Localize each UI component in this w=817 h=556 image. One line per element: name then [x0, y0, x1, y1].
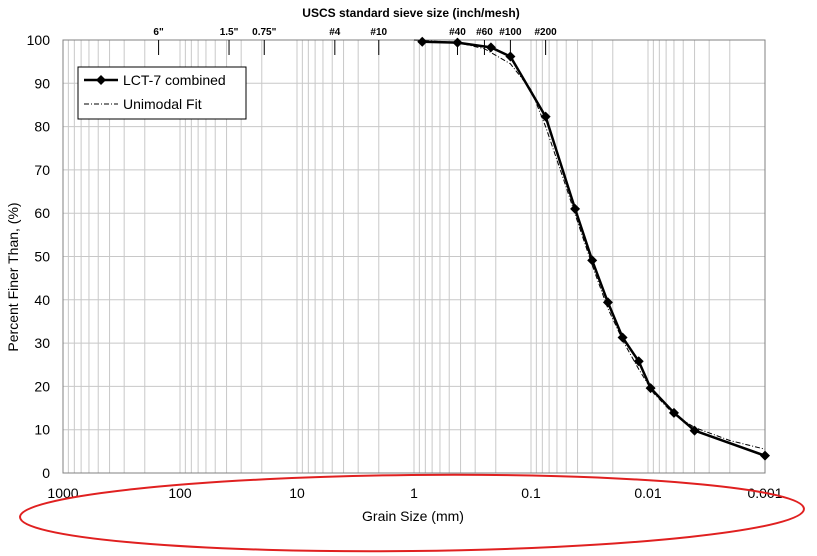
x-axis-title: Grain Size (mm) [362, 508, 464, 524]
x-axis-ticks: 1000 100 10 1 0.1 0.01 0.001 [47, 485, 782, 501]
data-point-marker [760, 450, 770, 461]
data-point-marker [602, 297, 613, 308]
sieve-size-axis: 6" 1.5" 0.75" #4 #10 #40 #60 #100 #200 [153, 27, 557, 55]
data-point-marker [485, 42, 496, 53]
y-tick-label: 40 [34, 292, 50, 308]
y-tick-label: 10 [34, 422, 50, 438]
legend-label-lct7: LCT-7 combined [123, 72, 226, 88]
data-point-marker [645, 383, 656, 394]
x-tick-label: 1 [410, 485, 418, 501]
series-line-unimodal-fit [413, 39, 766, 450]
y-tick-label: 0 [42, 465, 50, 481]
data-point-marker [417, 36, 428, 47]
y-tick-label: 90 [34, 75, 50, 91]
red-hand-drawn-circle [19, 473, 805, 553]
sieve-label: #4 [329, 27, 341, 38]
legend-marker-lct7 [96, 75, 106, 85]
x-tick-label: 0.01 [634, 485, 661, 501]
x-tick-label: 0.1 [521, 485, 541, 501]
y-axis-ticks: 0 10 20 30 40 50 60 70 80 90 100 [27, 32, 51, 481]
data-point-marker [540, 111, 551, 122]
y-axis-title: Percent Finer Than, (%) [5, 202, 21, 351]
y-tick-label: 60 [34, 205, 50, 221]
data-point-marker [668, 407, 679, 418]
sieve-label: #10 [370, 27, 387, 38]
data-point-marker [633, 356, 644, 367]
sieve-label: #200 [534, 27, 557, 38]
x-tick-label: 10 [289, 485, 305, 501]
sieve-label: #40 [449, 27, 466, 38]
y-tick-label: 70 [34, 162, 50, 178]
series-group [413, 36, 770, 461]
sieve-label: 0.75" [252, 27, 276, 38]
y-tick-label: 80 [34, 119, 50, 135]
chart-title: USCS standard sieve size (inch/mesh) [302, 6, 519, 20]
y-tick-label: 100 [27, 32, 51, 48]
data-point-marker [570, 203, 581, 214]
legend-label-unimodal: Unimodal Fit [123, 96, 202, 112]
sieve-label: 6" [153, 27, 164, 38]
y-tick-label: 30 [34, 335, 50, 351]
sieve-label: 1.5" [220, 27, 239, 38]
data-point-marker [689, 425, 700, 436]
y-tick-label: 20 [34, 378, 50, 394]
sieve-label: #100 [499, 27, 522, 38]
x-tick-label: 100 [168, 485, 192, 501]
sieve-label: #60 [476, 27, 493, 38]
data-point-marker [617, 332, 628, 343]
legend: LCT-7 combined Unimodal Fit [77, 66, 247, 120]
y-tick-label: 50 [34, 249, 50, 265]
legend-box [77, 66, 247, 120]
data-point-marker [505, 51, 516, 62]
